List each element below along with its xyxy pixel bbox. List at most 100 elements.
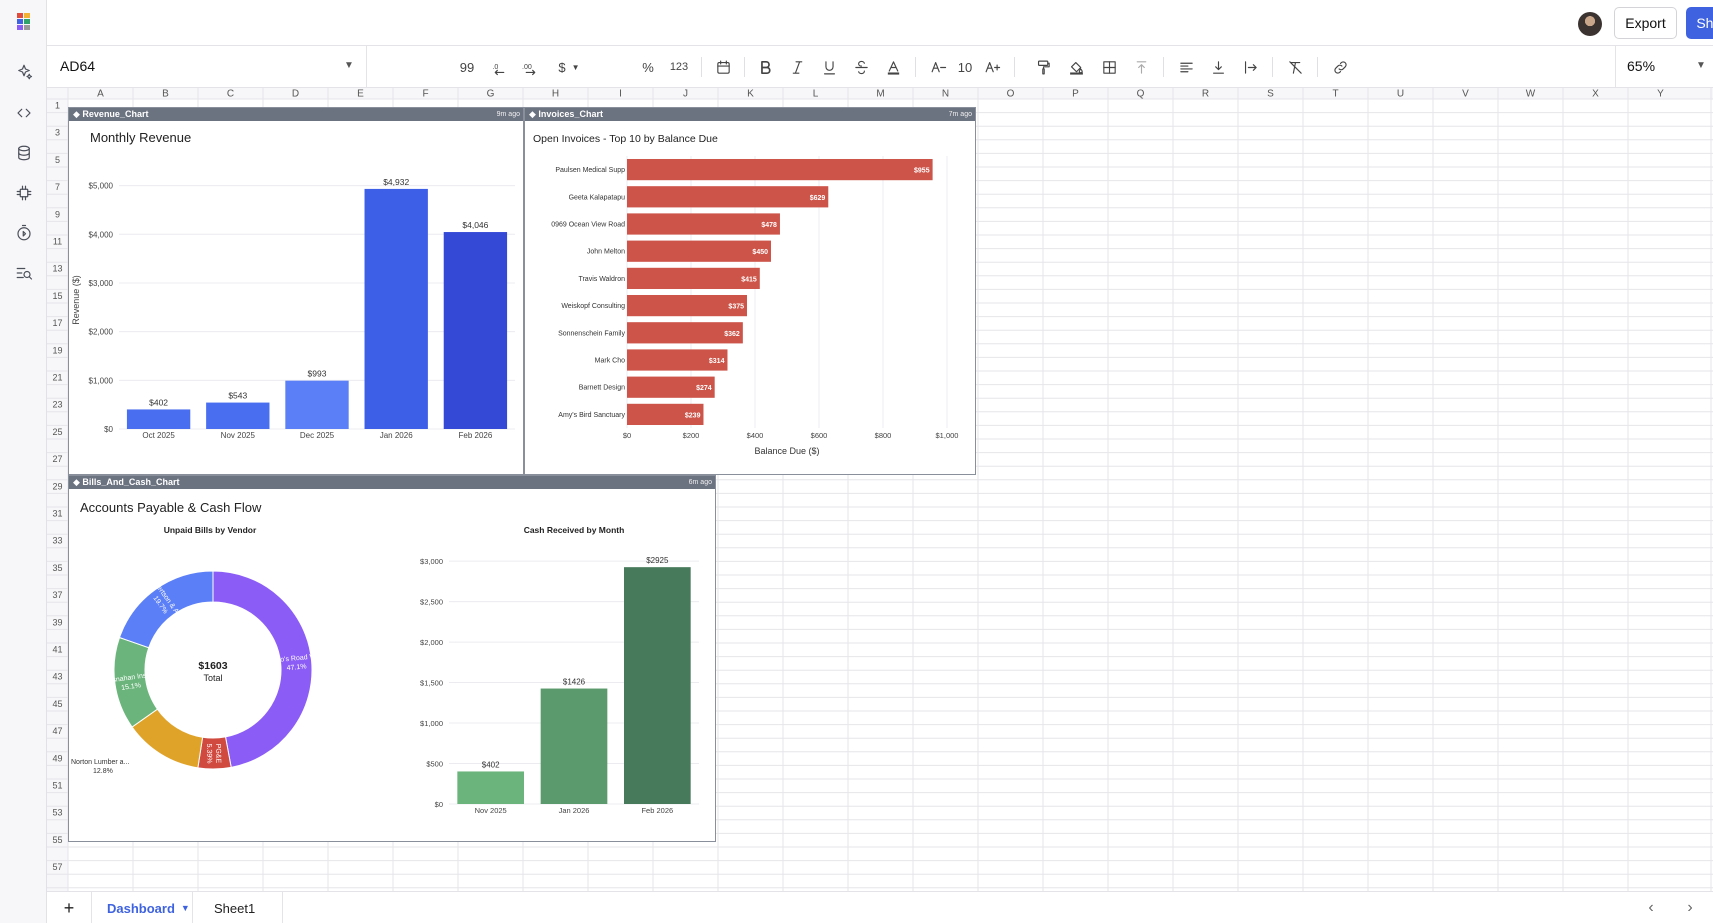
panel-title: Invoices_Chart bbox=[538, 109, 603, 119]
y-tick-label: Travis Waldron bbox=[578, 276, 625, 283]
donut-subtitle: Unpaid Bills by Vendor bbox=[164, 525, 257, 535]
calendar-icon[interactable] bbox=[711, 55, 735, 79]
x-tick-label: $0 bbox=[623, 431, 631, 440]
donut-center-label: Total bbox=[203, 673, 222, 683]
merge-cells-icon[interactable] bbox=[1129, 55, 1153, 79]
x-tick-label: Nov 2025 bbox=[221, 431, 256, 440]
decrease-font-size-icon[interactable] bbox=[925, 55, 951, 79]
column-header: V bbox=[1462, 89, 1469, 100]
italic-icon[interactable] bbox=[785, 55, 809, 79]
row-header: 51 bbox=[52, 781, 62, 791]
x-tick-label: Oct 2025 bbox=[142, 431, 175, 440]
font-size-value[interactable]: 10 bbox=[957, 59, 973, 75]
spreadsheet-grid[interactable]: A B C D E F G H I J K L M N O P Q R S T U V W X Y 1 3 5 7 9 11 13 15 17 19… bbox=[47, 88, 1713, 891]
text-wrap-icon[interactable] bbox=[1238, 55, 1262, 79]
y-tick-label: Sonnenschein Family bbox=[558, 330, 625, 337]
invoice-bar bbox=[627, 403, 704, 426]
add-sheet-icon[interactable]: + bbox=[63, 897, 75, 918]
decrease-decimal-button[interactable]: .0 bbox=[487, 55, 511, 79]
slice-percent: 12.8% bbox=[93, 768, 113, 775]
database-icon[interactable] bbox=[12, 141, 36, 165]
cash-chart-title: Cash Received by Month bbox=[524, 525, 625, 535]
slice-percent: 5.39% bbox=[205, 744, 212, 764]
y-tick-label: Paulsen Medical Supp bbox=[555, 167, 625, 174]
column-header: N bbox=[942, 89, 949, 100]
quote-format-button[interactable]: 99 bbox=[459, 59, 475, 75]
panel-age: 7m ago bbox=[948, 111, 972, 118]
vertical-align-bottom-icon[interactable] bbox=[1206, 55, 1230, 79]
tab-sheet1[interactable]: Sheet1 bbox=[203, 892, 283, 923]
column-header: F bbox=[422, 89, 428, 100]
invoices-chart-panel[interactable]: ◆ Invoices_Chart 7m ago Open Invoices - T… bbox=[524, 107, 976, 475]
y-axis-label: Revenue ($) bbox=[71, 275, 81, 325]
borders-icon[interactable] bbox=[1097, 55, 1121, 79]
y-tick-label: $5,000 bbox=[89, 182, 114, 191]
zoom-select[interactable]: 65% ▼ bbox=[1615, 46, 1713, 88]
chip-icon[interactable] bbox=[12, 181, 36, 205]
currency-format-button[interactable]: $ ▼ bbox=[552, 55, 586, 79]
y-tick-label: Weiskopf Consulting bbox=[561, 303, 625, 310]
paint-format-icon[interactable] bbox=[1031, 55, 1055, 79]
revenue-chart-panel[interactable]: ◆ Revenue_Chart 9m ago Monthly Revenue $0 $… bbox=[68, 107, 524, 475]
row-header: 41 bbox=[52, 645, 62, 655]
row-header-bar bbox=[47, 88, 68, 891]
column-header: X bbox=[1592, 89, 1599, 100]
ai-sparkle-icon[interactable] bbox=[12, 60, 36, 84]
x-tick-label: $600 bbox=[811, 431, 828, 440]
tab-dashboard[interactable]: Dashboard ▼ bbox=[91, 892, 193, 923]
chart-title: Open Invoices - Top 10 by Balance Due bbox=[533, 133, 718, 145]
x-tick-label: $800 bbox=[875, 431, 892, 440]
chevron-right-icon[interactable]: › bbox=[1687, 899, 1693, 916]
row-header: 55 bbox=[52, 835, 62, 845]
column-header: P bbox=[1072, 89, 1079, 100]
bold-icon[interactable] bbox=[753, 55, 777, 79]
code-icon[interactable] bbox=[12, 101, 36, 125]
increase-font-size-icon[interactable] bbox=[979, 55, 1005, 79]
slice-label-group: PG&E5.39% bbox=[205, 744, 221, 764]
bar-data-label: $4,046 bbox=[462, 220, 488, 230]
name-box[interactable]: AD64 ▼ bbox=[47, 46, 367, 88]
link-icon[interactable] bbox=[1328, 55, 1352, 79]
zoom-value: 65% bbox=[1627, 58, 1656, 74]
column-header: J bbox=[683, 89, 688, 100]
increase-decimal-button[interactable]: .00 bbox=[517, 55, 543, 79]
percent-format-button[interactable]: % bbox=[642, 59, 654, 75]
avatar[interactable] bbox=[1578, 12, 1602, 36]
timer-icon[interactable] bbox=[12, 221, 36, 245]
search-list-icon[interactable] bbox=[12, 261, 36, 285]
underline-icon[interactable] bbox=[817, 55, 841, 79]
chevron-left-icon[interactable]: ‹ bbox=[1648, 899, 1654, 916]
tab-label: Dashboard bbox=[107, 900, 175, 916]
donut-center-value: $1603 bbox=[198, 660, 227, 672]
align-left-icon[interactable] bbox=[1174, 55, 1198, 79]
y-tick-label: $2,500 bbox=[420, 598, 443, 607]
x-axis-label: Balance Due ($) bbox=[754, 446, 819, 456]
strikethrough-icon[interactable] bbox=[849, 55, 873, 79]
x-tick-label: $200 bbox=[683, 431, 700, 440]
y-tick-label: $1,000 bbox=[89, 376, 114, 385]
chevron-down-icon: ▼ bbox=[1696, 60, 1706, 71]
bar-data-label: $402 bbox=[149, 397, 168, 407]
export-button[interactable]: Export bbox=[1614, 7, 1677, 39]
share-button[interactable]: Share bbox=[1686, 7, 1713, 39]
row-header: 9 bbox=[55, 209, 60, 219]
panel-age: 9m ago bbox=[496, 111, 520, 118]
row-header: 33 bbox=[52, 536, 62, 546]
app-logo-icon bbox=[17, 13, 31, 31]
column-header: E bbox=[357, 89, 364, 100]
text-color-icon[interactable] bbox=[881, 55, 905, 79]
y-tick-label: $500 bbox=[426, 760, 443, 769]
revenue-bar bbox=[206, 402, 270, 429]
clear-formatting-icon[interactable] bbox=[1283, 55, 1307, 79]
bar-data-label: $239 bbox=[685, 412, 701, 419]
bills-cash-chart-panel[interactable]: ◆ Bills_And_Cash_Chart 6m ago Accounts Pa… bbox=[68, 475, 716, 842]
row-header: 47 bbox=[52, 726, 62, 736]
bar-data-label: $314 bbox=[709, 358, 725, 365]
formatting-toolbar: AD64 ▼ 99 .0 .00 $ ▼ % 123 10 bbox=[47, 46, 1713, 88]
invoice-bar bbox=[627, 158, 933, 181]
fill-color-icon[interactable] bbox=[1064, 55, 1088, 79]
number-format-button[interactable]: 123 bbox=[669, 61, 689, 73]
x-tick-label: $400 bbox=[747, 431, 764, 440]
bar-data-label: $543 bbox=[228, 391, 247, 401]
invoice-bar bbox=[627, 322, 743, 344]
